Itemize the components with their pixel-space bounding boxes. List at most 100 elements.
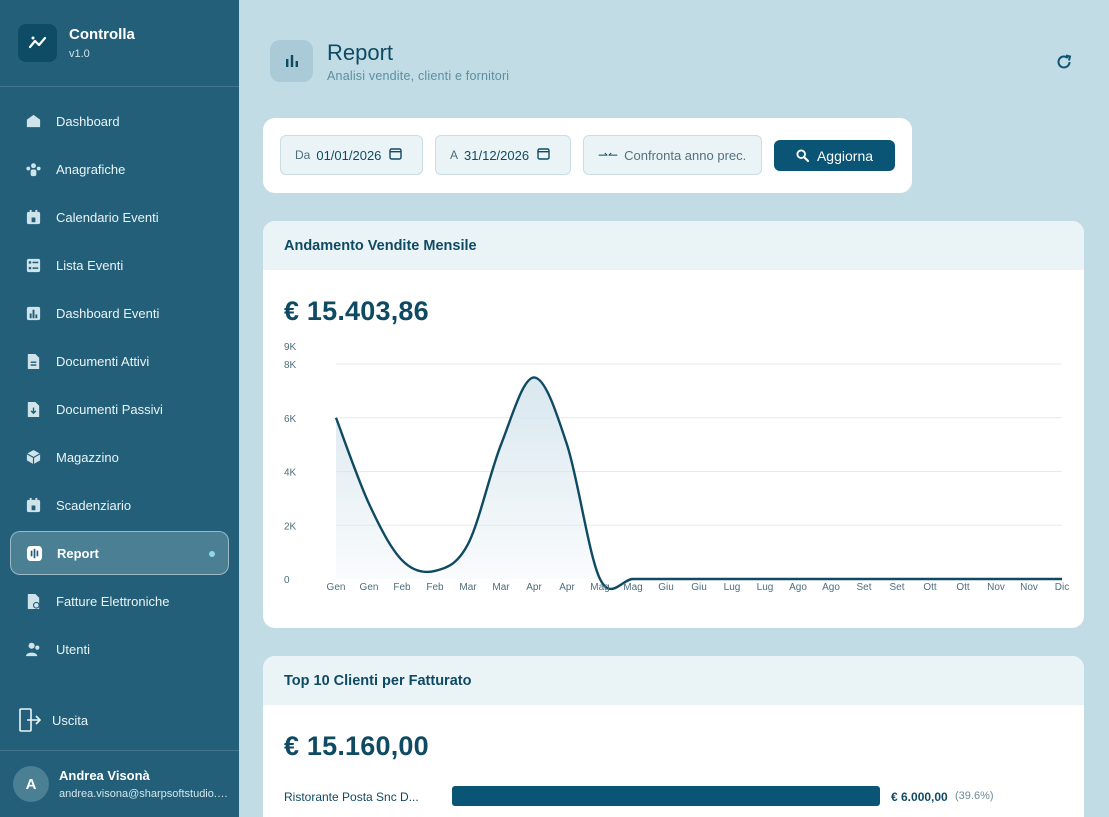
sidebar: Controlla v1.0 Dashboard Anagrafiche Cal… [0, 0, 239, 817]
x-tick-label: Ago [789, 582, 807, 593]
user-email: andrea.visona@sharpsoftstudio.com [59, 788, 229, 800]
sidebar-item-dashboard[interactable]: Dashboard [10, 99, 229, 143]
sales-line-chart[interactable]: 0 2K 4K 6K 8K 9K Gen Gen Feb Feb Mar Mar Apr Apr Mag Ma… [263, 221, 1084, 628]
sidebar-item-fatture-elettroniche[interactable]: Fatture Elettroniche [10, 579, 229, 623]
x-tick-label: Ago [822, 582, 840, 593]
date-to-value: 31/12/2026 [464, 147, 530, 163]
x-tick-label: Feb [393, 582, 411, 593]
users-icon [24, 640, 42, 658]
logout-icon [19, 708, 42, 732]
search-icon [796, 149, 809, 162]
home-icon [24, 112, 42, 130]
sidebar-item-documenti-attivi[interactable]: Documenti Attivi [10, 339, 229, 383]
x-tick-label: Mag [590, 582, 609, 593]
active-indicator-dot [209, 551, 215, 557]
x-tick-label: Lug [757, 582, 774, 593]
sales-line [334, 376, 1062, 591]
date-from-value: 01/01/2026 [316, 147, 382, 163]
user-profile[interactable]: A Andrea Visonà andrea.visona@sharpsofts… [0, 750, 239, 817]
sidebar-item-label: Fatture Elettroniche [56, 593, 170, 609]
x-tick-label: Mar [459, 582, 477, 593]
sidebar-item-documenti-passivi[interactable]: Documenti Passivi [10, 387, 229, 431]
app-version: v1.0 [69, 47, 90, 60]
clients-total: € 15.160,00 [284, 731, 429, 761]
monthly-sales-card: Andamento Vendite Mensile € 15.403,86 0 2… [263, 221, 1084, 628]
document-download-icon [24, 400, 42, 418]
brand[interactable]: Controlla v1.0 [18, 24, 135, 62]
sidebar-item-label: Dashboard Eventi [56, 305, 160, 321]
client-row[interactable]: Ristorante Posta Snc D... € 6.000,00 (39… [284, 786, 1064, 806]
x-tick-label: Mag [623, 582, 642, 593]
sidebar-item-label: Documenti Passivi [56, 401, 163, 417]
date-from-field[interactable]: Da 01/01/2026 [280, 135, 423, 175]
x-tick-label: Ott [956, 582, 970, 593]
calendar-icon[interactable] [537, 147, 550, 163]
sidebar-item-label: Lista Eventi [56, 257, 124, 273]
x-tick-label: Apr [559, 582, 575, 593]
sidebar-item-anagrafiche[interactable]: Anagrafiche [10, 147, 229, 191]
x-tick-label: Giu [658, 582, 674, 593]
people-icon [24, 160, 42, 178]
refresh-icon [1057, 54, 1072, 69]
top-clients-card: Top 10 Clienti per Fatturato € 15.160,00… [263, 656, 1084, 817]
box-icon [24, 448, 42, 466]
report-icon [25, 544, 43, 562]
update-label: Aggiorna [816, 147, 874, 164]
sidebar-item-report[interactable]: Report [10, 531, 229, 575]
sales-total: € 15.403,86 [284, 296, 429, 326]
sidebar-item-label: Scadenziario [56, 497, 132, 513]
user-name: Andrea Visonà [59, 768, 150, 783]
client-name: Ristorante Posta Snc D... [284, 790, 419, 804]
sales-area [336, 377, 1062, 589]
report-page-icon [270, 40, 313, 82]
filter-bar: Da 01/01/2026 A 31/12/2026 ⇀↼ Confronta … [263, 118, 912, 193]
update-button[interactable]: Aggiorna [774, 140, 895, 171]
calendar-icon [24, 208, 42, 226]
invoice-icon [24, 592, 42, 610]
y-tick-label: 0 [284, 575, 290, 586]
app-name: Controlla [69, 25, 135, 43]
calendar-icon[interactable] [389, 147, 403, 163]
client-percentage: (39.6%) [955, 790, 994, 802]
logout-label: Uscita [52, 712, 89, 728]
compare-label: Confronta anno prec. [624, 147, 747, 163]
sidebar-item-scadenziario[interactable]: Scadenziario [10, 483, 229, 527]
x-tick-label: Set [856, 582, 871, 593]
document-icon [24, 352, 42, 370]
checklist-icon [24, 256, 42, 274]
x-tick-label: Gen [327, 582, 346, 593]
x-tick-label: Giu [691, 582, 707, 593]
sidebar-item-utenti[interactable]: Utenti [10, 627, 229, 671]
monthly-sales-title: Andamento Vendite Mensile [263, 221, 1084, 270]
bar-chart-icon [24, 304, 42, 322]
client-revenue-bar [452, 786, 880, 806]
x-tick-label: Feb [426, 582, 444, 593]
avatar: A [13, 766, 49, 802]
y-tick-label: 9K [284, 342, 297, 353]
sidebar-item-label: Anagrafiche [56, 161, 126, 177]
compare-arrows-icon: ⇀↼ [598, 148, 619, 162]
sidebar-item-magazzino[interactable]: Magazzino [10, 435, 229, 479]
x-tick-label: Nov [987, 582, 1005, 593]
y-tick-label: 2K [284, 521, 297, 532]
compare-previous-year-toggle[interactable]: ⇀↼ Confronta anno prec. [583, 135, 762, 175]
x-tick-label: Dic [1055, 582, 1069, 593]
sidebar-nav: Dashboard Anagrafiche Calendario Eventi … [0, 99, 239, 693]
refresh-button[interactable] [1053, 51, 1075, 73]
x-tick-label: Ott [923, 582, 937, 593]
sidebar-item-label: Report [57, 545, 99, 561]
brand-logo-icon [18, 24, 57, 62]
sidebar-divider [0, 86, 239, 87]
sidebar-item-calendario-eventi[interactable]: Calendario Eventi [10, 195, 229, 239]
sidebar-item-dashboard-eventi[interactable]: Dashboard Eventi [10, 291, 229, 335]
x-tick-label: Nov [1020, 582, 1038, 593]
sidebar-item-label: Utenti [56, 641, 90, 657]
sidebar-item-label: Dashboard [56, 113, 120, 129]
top-clients-title: Top 10 Clienti per Fatturato [263, 656, 1084, 705]
date-to-field[interactable]: A 31/12/2026 [435, 135, 571, 175]
x-tick-label: Gen [360, 582, 379, 593]
y-tick-label: 8K [284, 360, 297, 371]
sidebar-item-label: Magazzino [56, 449, 119, 465]
sidebar-item-lista-eventi[interactable]: Lista Eventi [10, 243, 229, 287]
logout-button[interactable]: Uscita [18, 707, 88, 733]
